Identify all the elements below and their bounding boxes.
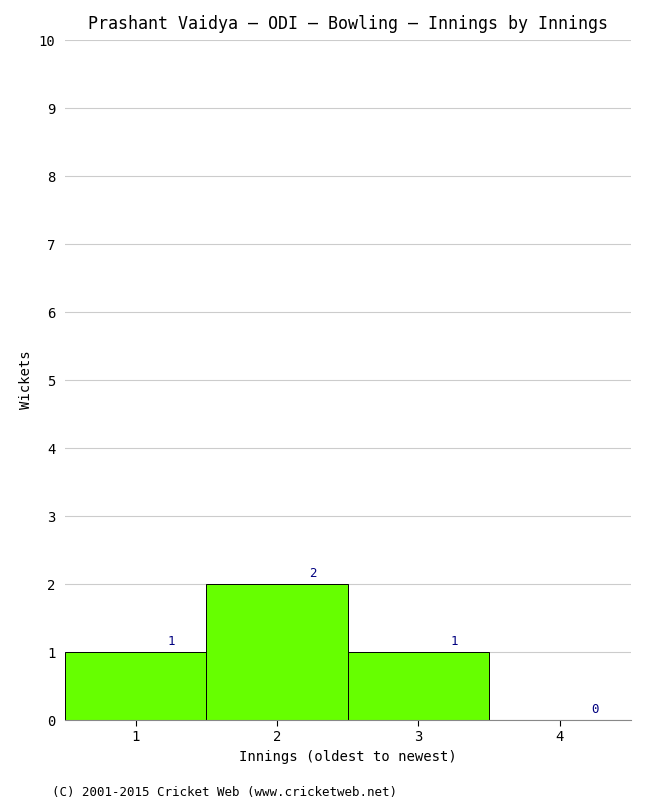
- Text: 0: 0: [592, 703, 599, 716]
- Text: 1: 1: [167, 635, 175, 648]
- Bar: [348, 652, 489, 720]
- Text: 1: 1: [450, 635, 458, 648]
- Bar: [65, 652, 207, 720]
- Y-axis label: Wickets: Wickets: [19, 350, 33, 410]
- X-axis label: Innings (oldest to newest): Innings (oldest to newest): [239, 750, 456, 764]
- Text: 2: 2: [309, 567, 316, 580]
- Text: (C) 2001-2015 Cricket Web (www.cricketweb.net): (C) 2001-2015 Cricket Web (www.cricketwe…: [52, 786, 397, 799]
- Title: Prashant Vaidya – ODI – Bowling – Innings by Innings: Prashant Vaidya – ODI – Bowling – Inning…: [88, 15, 608, 33]
- Bar: [207, 584, 348, 720]
